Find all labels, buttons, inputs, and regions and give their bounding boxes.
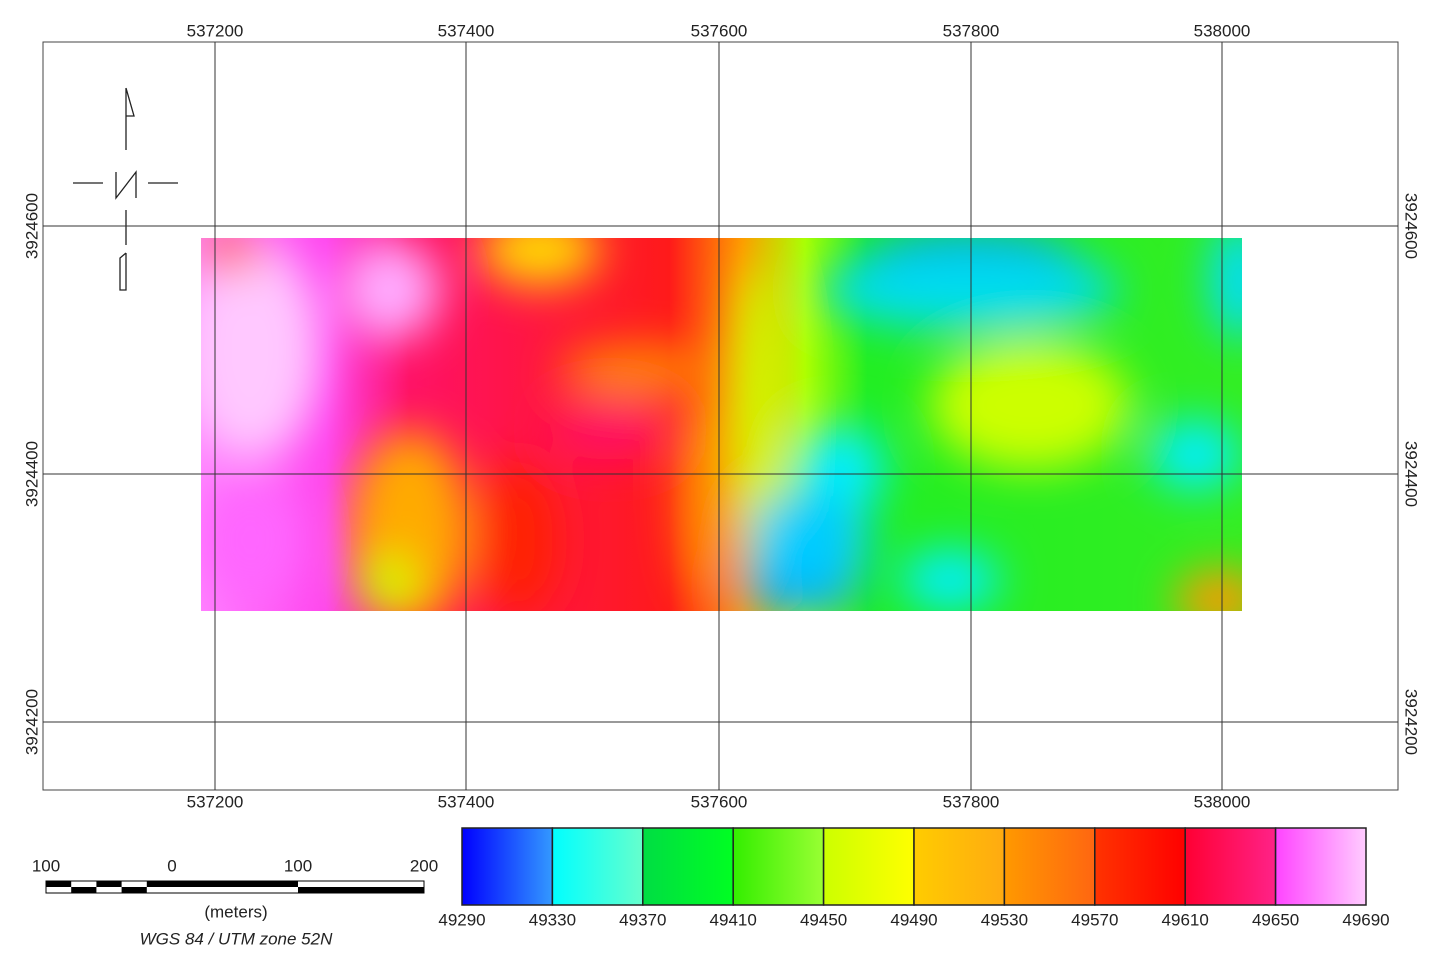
scale-label: 0 bbox=[167, 856, 176, 875]
legend-label: 49410 bbox=[710, 910, 757, 929]
scale-bar: 100 0 100 200 (meters) WGS 84 / UTM zone 52N bbox=[32, 856, 438, 948]
legend-swatch bbox=[1274, 827, 1367, 906]
scale-segment bbox=[71, 887, 97, 893]
scale-segment bbox=[96, 881, 122, 887]
legend-swatch bbox=[822, 827, 915, 906]
x-tick-label: 537400 bbox=[438, 21, 495, 40]
scale-segment bbox=[121, 887, 147, 893]
y-tick-label: 3924400 bbox=[1402, 441, 1421, 507]
legend-label: 49290 bbox=[438, 910, 485, 929]
legend-label: 49650 bbox=[1252, 910, 1299, 929]
y-tick-label: 3924200 bbox=[22, 689, 41, 755]
legend-label: 49570 bbox=[1071, 910, 1118, 929]
x-tick-label: 538000 bbox=[1194, 792, 1251, 811]
legend-label: 49370 bbox=[619, 910, 666, 929]
x-tick-label: 537600 bbox=[691, 792, 748, 811]
x-tick-label: 537400 bbox=[438, 792, 495, 811]
map-frame bbox=[42, 41, 1399, 791]
legend-label: 49490 bbox=[890, 910, 937, 929]
legend-swatch bbox=[1003, 827, 1096, 906]
scale-segment bbox=[146, 881, 172, 887]
x-tick-label: 537200 bbox=[187, 792, 244, 811]
x-tick-label: 537800 bbox=[943, 792, 1000, 811]
legend-label: 49610 bbox=[1162, 910, 1209, 929]
legend-swatch bbox=[551, 827, 644, 906]
y-tick-label: 3924600 bbox=[22, 193, 41, 259]
scale-label: 100 bbox=[284, 856, 312, 875]
legend-label: 49330 bbox=[529, 910, 576, 929]
legend-swatch bbox=[642, 827, 734, 906]
x-tick-label: 537600 bbox=[691, 21, 748, 40]
legend-swatch bbox=[1184, 827, 1277, 906]
projection-label: WGS 84 / UTM zone 52N bbox=[140, 929, 333, 948]
legend-swatch bbox=[913, 827, 1006, 906]
scale-segment bbox=[172, 881, 298, 887]
legend-swatch bbox=[1094, 827, 1186, 906]
scale-label: 200 bbox=[410, 856, 438, 875]
north-arrow bbox=[73, 87, 178, 291]
legend-swatch bbox=[461, 827, 554, 906]
scale-segment bbox=[298, 887, 424, 893]
legend-label: 49450 bbox=[800, 910, 847, 929]
y-tick-label: 3924200 bbox=[1402, 689, 1421, 755]
scale-segment bbox=[46, 881, 72, 887]
legend-label: 49690 bbox=[1342, 910, 1389, 929]
y-tick-label: 3924400 bbox=[22, 441, 41, 507]
y-tick-label: 3924600 bbox=[1402, 193, 1421, 259]
x-tick-label: 537800 bbox=[943, 21, 1000, 40]
scale-unit: (meters) bbox=[204, 902, 267, 921]
legend-swatch bbox=[732, 827, 825, 906]
x-tick-label: 537200 bbox=[187, 21, 244, 40]
legend-label: 49530 bbox=[981, 910, 1028, 929]
graticule: 537200 537200 537400 537400 537600 537600 5378… bbox=[22, 21, 1420, 811]
scale-label: 100 bbox=[32, 856, 60, 875]
color-legend: 49290 49330 49370 49410 49450 49490 49530 49570… bbox=[438, 827, 1390, 929]
x-tick-label: 538000 bbox=[1194, 21, 1251, 40]
heatmap bbox=[201, 238, 1242, 611]
